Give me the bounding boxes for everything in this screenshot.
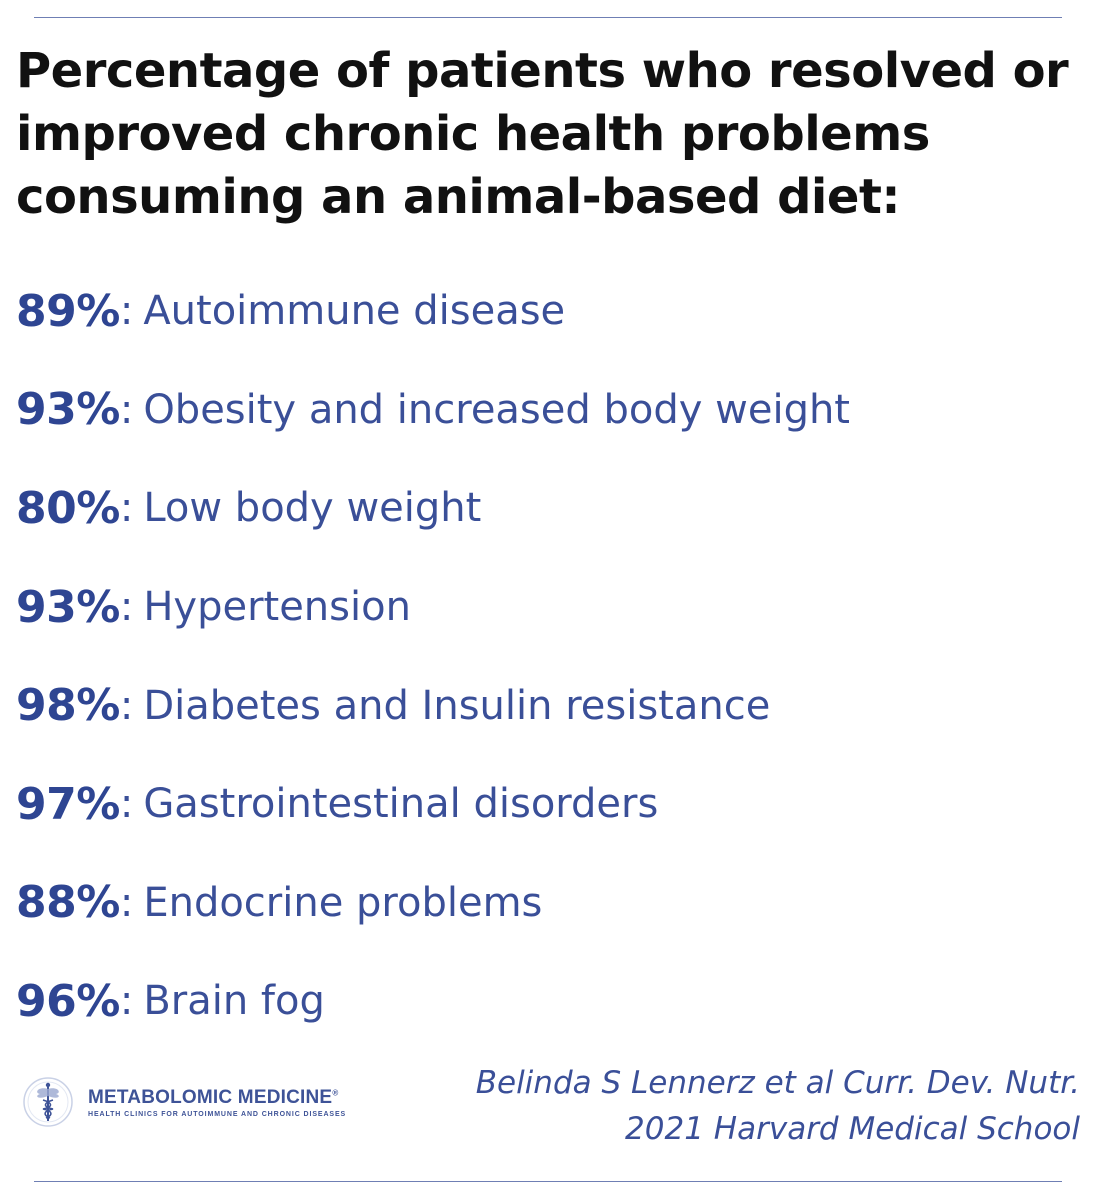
stat-item-diabetes: 98%: Diabetes and Insulin resistance xyxy=(16,656,1076,755)
stat-percent: 88% xyxy=(16,877,120,929)
citation-line-1: Belinda S Lennerz et al Curr. Dev. Nutr. xyxy=(475,1065,1080,1101)
stat-separator: : xyxy=(119,386,134,433)
caduceus-icon xyxy=(23,1077,73,1127)
citation-line-2: 2021 Harvard Medical School xyxy=(625,1111,1080,1147)
stat-item-endocrine: 88%: Endocrine problems xyxy=(16,854,1076,953)
stat-item-low-body-weight: 80%: Low body weight xyxy=(16,459,1076,558)
stat-percent: 80% xyxy=(16,482,120,534)
stat-separator: : xyxy=(119,584,134,631)
title-line-2: improved chronic health problems xyxy=(16,106,930,162)
stat-item-brain-fog: 96%: Brain fog xyxy=(16,952,1076,1051)
citation: Belinda S Lennerz et al Curr. Dev. Nutr.… xyxy=(380,1060,1080,1152)
stat-item-hypertension: 93%: Hypertension xyxy=(16,558,1076,657)
stat-condition: Hypertension xyxy=(143,584,411,631)
stat-percent: 93% xyxy=(16,581,120,633)
brand-name: METABOLOMIC MEDICINE® xyxy=(88,1086,339,1108)
title-line-3: consuming an animal-based diet: xyxy=(16,169,901,225)
stat-percent: 97% xyxy=(16,778,120,830)
bottom-divider xyxy=(34,1181,1062,1182)
stat-item-gastrointestinal: 97%: Gastrointestinal disorders xyxy=(16,755,1076,854)
brand-text: METABOLOMIC MEDICINE® HEALTH CLINICS FOR… xyxy=(88,1087,346,1118)
stat-percent: 89% xyxy=(16,285,120,337)
stat-item-autoimmune: 89%: Autoimmune disease xyxy=(16,262,1076,361)
stat-separator: : xyxy=(119,781,134,828)
stat-condition: Obesity and increased body weight xyxy=(143,386,850,433)
brand-logo: METABOLOMIC MEDICINE® HEALTH CLINICS FOR… xyxy=(22,1073,382,1131)
stat-separator: : xyxy=(119,879,134,926)
stat-condition: Autoimmune disease xyxy=(143,288,566,335)
stats-list: 89%: Autoimmune disease 93%: Obesity and i… xyxy=(16,262,1076,1051)
stat-condition: Gastrointestinal disorders xyxy=(143,781,659,828)
stat-separator: : xyxy=(119,978,134,1025)
stat-separator: : xyxy=(119,288,134,335)
stat-condition: Endocrine problems xyxy=(143,879,543,926)
stat-percent: 93% xyxy=(16,384,120,436)
title-line-1: Percentage of patients who resolved or xyxy=(16,43,1069,99)
page-title: Percentage of patients who resolved or i… xyxy=(16,40,1076,229)
stat-separator: : xyxy=(119,485,134,532)
top-divider xyxy=(34,17,1062,18)
stat-item-obesity: 93%: Obesity and increased body weight xyxy=(16,361,1076,460)
stat-condition: Brain fog xyxy=(143,978,325,1025)
stat-percent: 98% xyxy=(16,680,120,732)
stat-percent: 96% xyxy=(16,975,120,1027)
stat-condition: Low body weight xyxy=(143,485,482,532)
brand-tagline: HEALTH CLINICS FOR AUTOIMMUNE AND CHRONI… xyxy=(88,1110,347,1118)
stat-separator: : xyxy=(119,682,134,729)
stat-condition: Diabetes and Insulin resistance xyxy=(143,682,771,729)
